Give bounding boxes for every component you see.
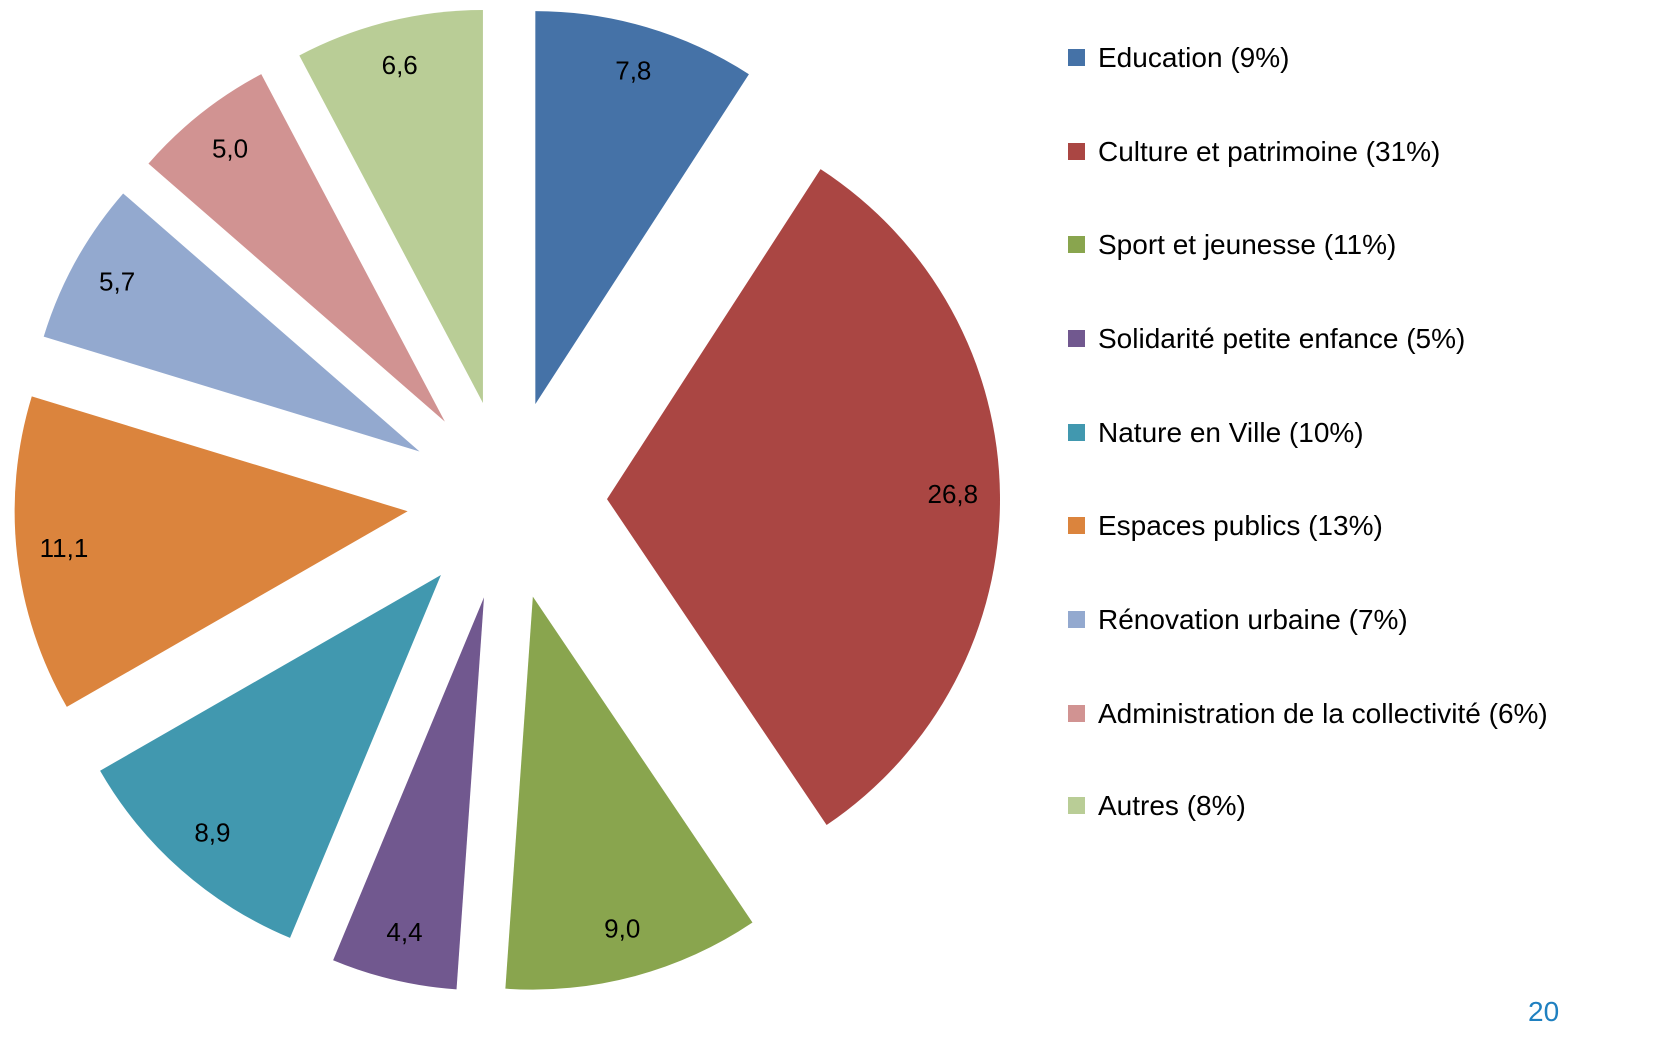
legend-label: Rénovation urbaine (7%) (1098, 604, 1408, 635)
pie-slice (100, 575, 441, 938)
legend-label: Sport et jeunesse (11%) (1098, 229, 1397, 260)
pie-slice (148, 74, 445, 422)
legend-item: Sport et jeunesse (11%) (1068, 223, 1558, 267)
pie-slice (43, 193, 420, 452)
legend-item: Autres (8%) (1068, 784, 1558, 828)
legend-label: Administration de la collectivité (6%) (1098, 698, 1548, 729)
data-label: 26,8 (928, 479, 979, 509)
legend-label: Autres (8%) (1098, 790, 1246, 821)
legend-swatch (1068, 611, 1085, 628)
legend-swatch (1068, 517, 1085, 534)
page-number: 20 (1528, 996, 1560, 1027)
data-label: 4,4 (386, 917, 422, 947)
legend-item: Rénovation urbaine (7%) (1068, 598, 1558, 642)
legend-label: Espaces publics (13%) (1098, 510, 1383, 541)
legend-swatch (1068, 797, 1085, 814)
data-label: 8,9 (194, 818, 230, 848)
legend-swatch (1068, 705, 1085, 722)
pie-slice (333, 597, 485, 990)
pie-slice (299, 9, 483, 403)
legend-label: Solidarité petite enfance (5%) (1098, 323, 1466, 354)
data-label: 11,1 (40, 533, 89, 563)
legend-label: Nature en Ville (10%) (1098, 417, 1364, 448)
legend-swatch (1068, 236, 1085, 253)
legend-swatch (1068, 424, 1085, 441)
pie-slice (535, 11, 749, 405)
legend-swatch (1068, 143, 1085, 160)
legend-label: Education (9%) (1098, 42, 1290, 73)
data-label: 6,6 (382, 50, 418, 80)
data-label: 5,7 (99, 267, 135, 297)
data-label: 5,0 (212, 134, 248, 164)
legend-item: Espaces publics (13%) (1068, 504, 1558, 548)
legend-swatch (1068, 49, 1085, 66)
pie-slice (606, 169, 1000, 825)
legend-item: Education (9%) (1068, 36, 1558, 80)
legend-swatch (1068, 330, 1085, 347)
pie-slice (505, 596, 753, 990)
legend-item: Nature en Ville (10%) (1068, 411, 1558, 455)
pie-slice (14, 396, 408, 707)
data-label: 7,8 (615, 55, 651, 85)
legend-item: Solidarité petite enfance (5%) (1068, 317, 1558, 361)
legend-item: Administration de la collectivité (6%) (1068, 692, 1558, 736)
legend-label: Culture et patrimoine (31%) (1098, 136, 1441, 167)
legend-item: Culture et patrimoine (31%) (1068, 130, 1558, 174)
data-label: 9,0 (604, 914, 640, 944)
